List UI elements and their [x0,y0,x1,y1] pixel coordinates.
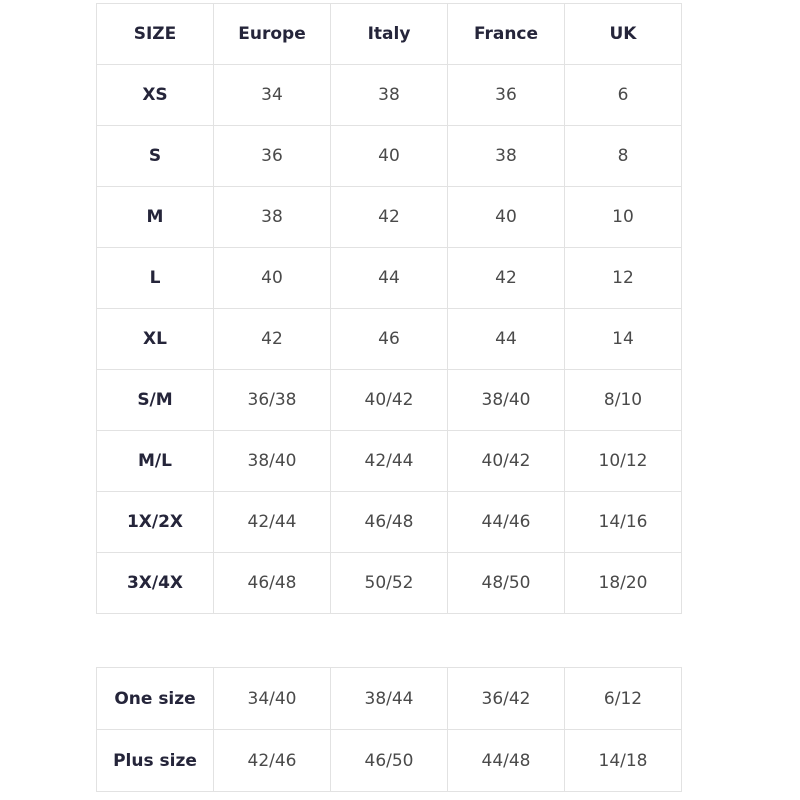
size-label: L [96,247,214,309]
size-value: 38/40 [447,369,565,431]
size-value: 8 [564,125,682,187]
size-value: 42 [330,186,448,248]
size-value: 42/44 [330,430,448,492]
table-row: 3X/4X 46/48 50/52 48/50 18/20 [96,552,682,614]
size-label: 1X/2X [96,491,214,553]
size-label: M [96,186,214,248]
column-header: SIZE [96,3,214,65]
size-value: 38/40 [213,430,331,492]
size-value: 42/46 [213,729,331,792]
size-value: 44 [447,308,565,370]
size-value: 6/12 [564,667,682,730]
size-value: 38 [213,186,331,248]
size-value: 46 [330,308,448,370]
size-label: S/M [96,369,214,431]
size-value: 40/42 [447,430,565,492]
column-header: UK [564,3,682,65]
size-value: 14 [564,308,682,370]
size-value: 12 [564,247,682,309]
size-value: 36/38 [213,369,331,431]
size-value: 34 [213,64,331,126]
size-value: 50/52 [330,552,448,614]
size-value: 40 [330,125,448,187]
table-row: 1X/2X 42/44 46/48 44/46 14/16 [96,491,682,553]
table-row: S 36 40 38 8 [96,125,682,187]
size-value: 42 [213,308,331,370]
column-header: Italy [330,3,448,65]
table-row: M/L 38/40 42/44 40/42 10/12 [96,430,682,492]
column-header: France [447,3,565,65]
size-value: 8/10 [564,369,682,431]
size-value: 46/48 [213,552,331,614]
size-value: 38 [330,64,448,126]
table-header-row: SIZE Europe Italy France UK [96,3,682,65]
size-label: 3X/4X [96,552,214,614]
size-value: 6 [564,64,682,126]
one-plus-size-table: One size 34/40 38/44 36/42 6/12 Plus size 42/4… [96,667,682,792]
size-value: 44/46 [447,491,565,553]
size-label: M/L [96,430,214,492]
column-header: Europe [213,3,331,65]
table-row: L 40 44 42 12 [96,247,682,309]
size-label: Plus size [96,729,214,792]
size-value: 46/50 [330,729,448,792]
size-value: 36/42 [447,667,565,730]
size-value: 42/44 [213,491,331,553]
table-row: One size 34/40 38/44 36/42 6/12 [96,667,682,730]
size-value: 18/20 [564,552,682,614]
size-label: One size [96,667,214,730]
size-conversion-table: SIZE Europe Italy France UK XS 34 38 36 6 S 36 40 38 8… [96,3,682,614]
size-label: XS [96,64,214,126]
size-value: 38/44 [330,667,448,730]
size-value: 38 [447,125,565,187]
size-value: 48/50 [447,552,565,614]
size-value: 40 [213,247,331,309]
size-value: 40/42 [330,369,448,431]
table-row: M 38 42 40 10 [96,186,682,248]
table-row: S/M 36/38 40/42 38/40 8/10 [96,369,682,431]
size-value: 10/12 [564,430,682,492]
size-value: 14/16 [564,491,682,553]
size-label: XL [96,308,214,370]
size-value: 10 [564,186,682,248]
size-value: 34/40 [213,667,331,730]
table-row: XL 42 46 44 14 [96,308,682,370]
size-value: 46/48 [330,491,448,553]
size-label: S [96,125,214,187]
size-value: 14/18 [564,729,682,792]
size-value: 42 [447,247,565,309]
size-value: 40 [447,186,565,248]
table-row: Plus size 42/46 46/50 44/48 14/18 [96,729,682,792]
size-value: 36 [447,64,565,126]
size-value: 44 [330,247,448,309]
size-value: 36 [213,125,331,187]
size-value: 44/48 [447,729,565,792]
table-row: XS 34 38 36 6 [96,64,682,126]
